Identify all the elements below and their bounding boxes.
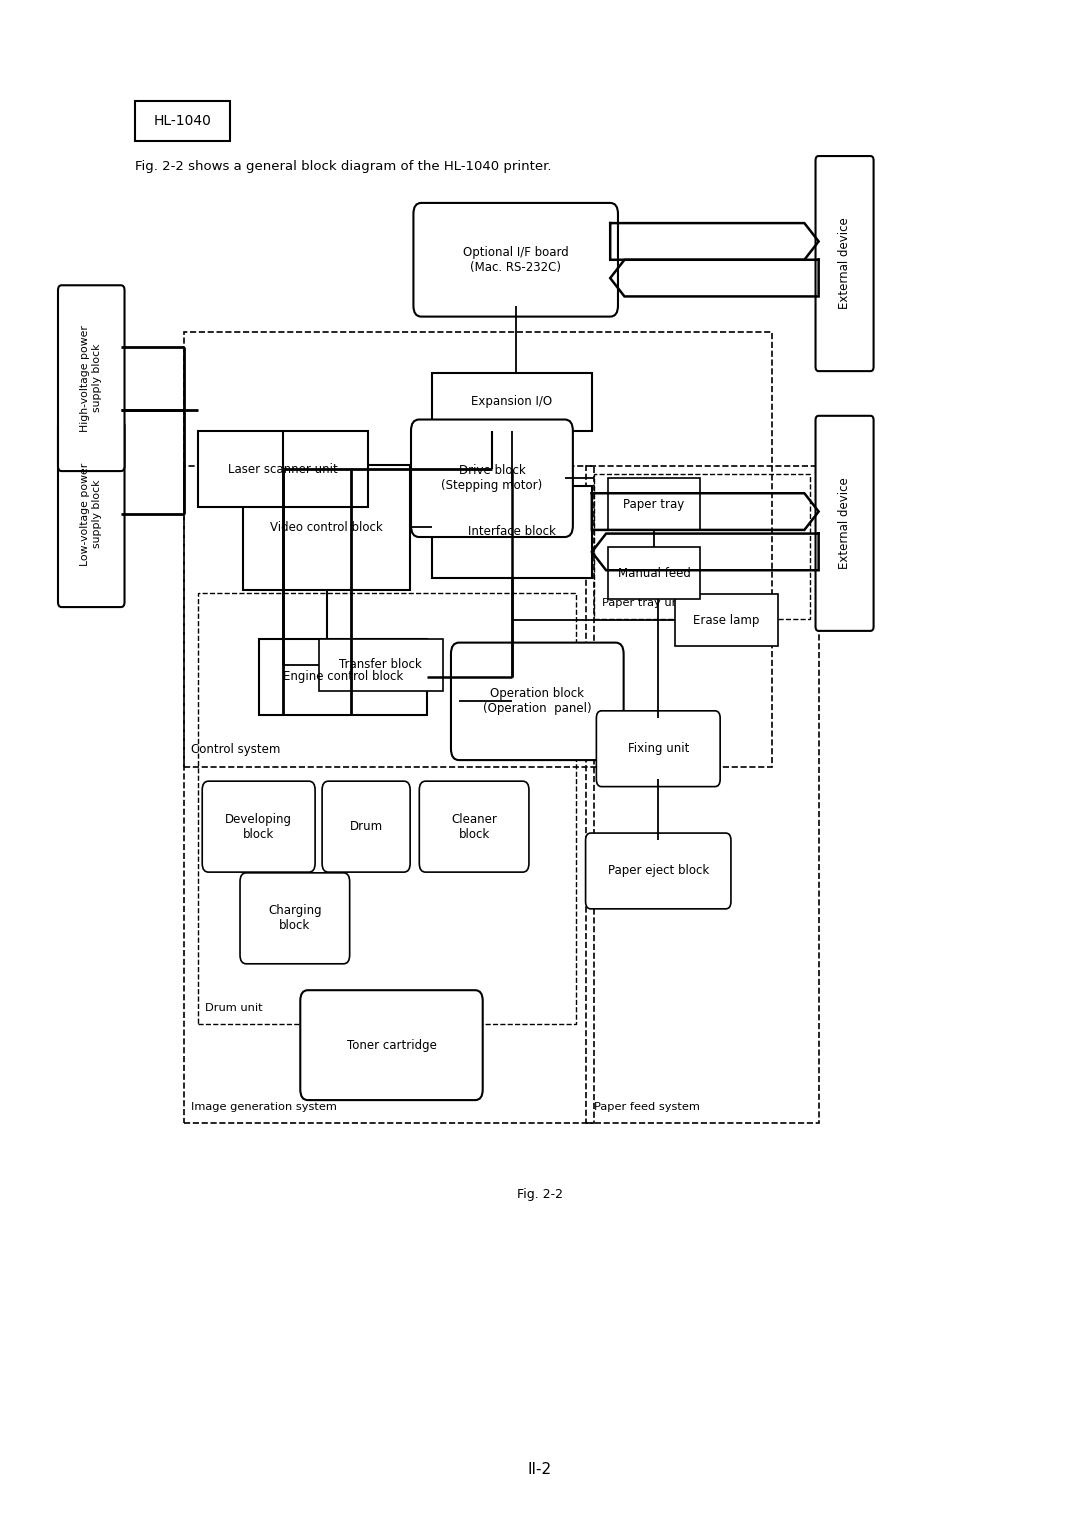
Bar bbox=[184, 332, 772, 767]
Bar bbox=[594, 474, 810, 619]
Text: Paper eject block: Paper eject block bbox=[608, 865, 708, 877]
FancyBboxPatch shape bbox=[58, 286, 124, 471]
Text: Manual feed: Manual feed bbox=[618, 567, 690, 579]
Bar bbox=[608, 478, 700, 530]
Text: Interface block: Interface block bbox=[468, 526, 556, 538]
Text: Transfer block: Transfer block bbox=[339, 659, 422, 671]
Bar bbox=[432, 486, 592, 578]
Text: External device: External device bbox=[838, 477, 851, 570]
Text: Low-voltage power
supply block: Low-voltage power supply block bbox=[81, 463, 102, 565]
Text: Expansion I/O: Expansion I/O bbox=[471, 396, 553, 408]
Text: Fig. 2-2 shows a general block diagram of the HL-1040 printer.: Fig. 2-2 shows a general block diagram o… bbox=[135, 160, 552, 174]
FancyBboxPatch shape bbox=[58, 422, 124, 607]
Bar bbox=[675, 594, 778, 646]
Text: Drive block
(Stepping motor): Drive block (Stepping motor) bbox=[442, 465, 542, 492]
Bar bbox=[135, 101, 230, 141]
Text: External device: External device bbox=[838, 217, 851, 310]
Text: Erase lamp: Erase lamp bbox=[693, 614, 759, 626]
Text: Developing
block: Developing block bbox=[225, 813, 293, 840]
FancyBboxPatch shape bbox=[596, 711, 720, 787]
Bar bbox=[198, 431, 368, 507]
FancyBboxPatch shape bbox=[815, 416, 874, 631]
Text: Operation block
(Operation  panel): Operation block (Operation panel) bbox=[483, 688, 592, 715]
Bar bbox=[608, 547, 700, 599]
Text: Fig. 2-2: Fig. 2-2 bbox=[517, 1189, 563, 1201]
Text: Cleaner
block: Cleaner block bbox=[451, 813, 497, 840]
FancyBboxPatch shape bbox=[411, 420, 572, 536]
Bar bbox=[184, 466, 594, 1123]
FancyBboxPatch shape bbox=[300, 990, 483, 1100]
Bar bbox=[243, 465, 410, 590]
Text: Paper feed system: Paper feed system bbox=[594, 1102, 700, 1112]
Bar bbox=[198, 593, 576, 1024]
FancyBboxPatch shape bbox=[240, 872, 350, 964]
Text: High-voltage power
supply block: High-voltage power supply block bbox=[81, 325, 102, 431]
FancyBboxPatch shape bbox=[451, 643, 623, 759]
Text: Drum unit: Drum unit bbox=[205, 1002, 262, 1013]
FancyBboxPatch shape bbox=[815, 156, 874, 371]
Text: HL-1040: HL-1040 bbox=[153, 113, 212, 128]
Text: Paper tray: Paper tray bbox=[623, 498, 685, 510]
Text: Toner cartridge: Toner cartridge bbox=[347, 1039, 436, 1051]
Text: Image generation system: Image generation system bbox=[191, 1102, 337, 1112]
Text: Laser scanner unit: Laser scanner unit bbox=[228, 463, 338, 475]
Text: Paper tray unit: Paper tray unit bbox=[602, 597, 686, 608]
Text: Optional I/F board
(Mac. RS-232C): Optional I/F board (Mac. RS-232C) bbox=[463, 246, 568, 274]
Text: Drum: Drum bbox=[350, 821, 382, 833]
Text: Video control block: Video control block bbox=[270, 521, 383, 533]
Text: Fixing unit: Fixing unit bbox=[627, 743, 689, 755]
Bar bbox=[432, 373, 592, 431]
Text: Control system: Control system bbox=[191, 743, 281, 756]
Text: Engine control block: Engine control block bbox=[283, 671, 403, 683]
Bar bbox=[319, 639, 443, 691]
FancyBboxPatch shape bbox=[585, 833, 731, 909]
Text: Charging
block: Charging block bbox=[268, 905, 322, 932]
FancyBboxPatch shape bbox=[419, 781, 529, 872]
FancyBboxPatch shape bbox=[414, 203, 618, 316]
FancyBboxPatch shape bbox=[202, 781, 315, 872]
Bar bbox=[586, 466, 819, 1123]
FancyBboxPatch shape bbox=[322, 781, 410, 872]
Bar bbox=[259, 639, 427, 715]
Text: II-2: II-2 bbox=[528, 1462, 552, 1478]
